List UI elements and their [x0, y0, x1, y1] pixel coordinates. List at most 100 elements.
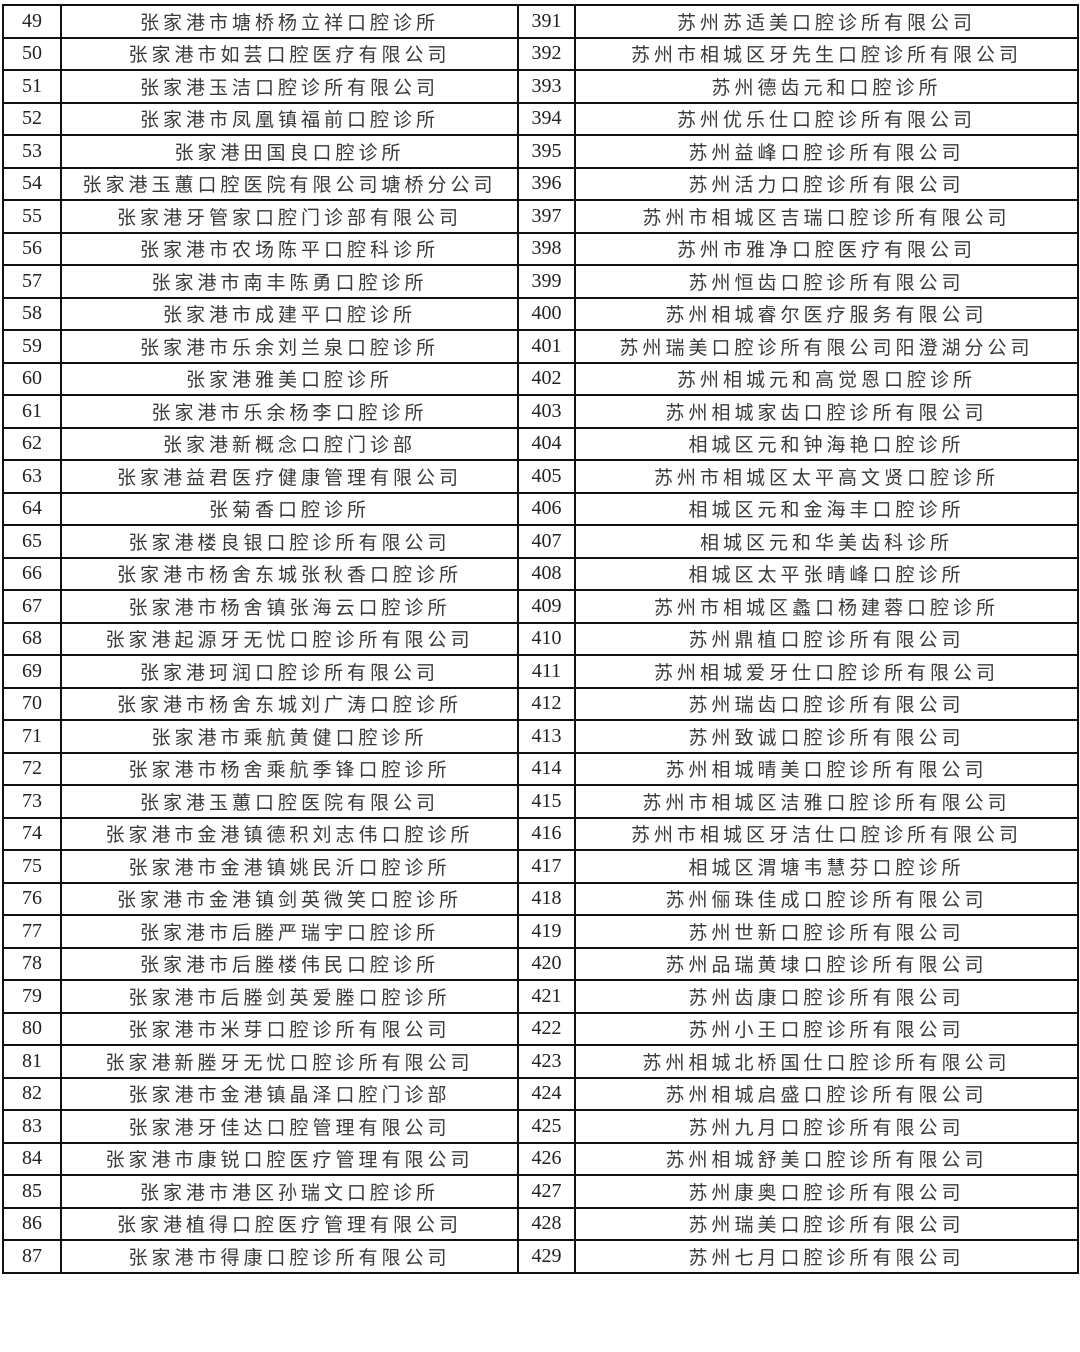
right-index-cell: 423	[517, 1044, 576, 1079]
right-name-cell: 苏州相城北桥国仕口腔诊所有限公司	[574, 1044, 1079, 1079]
left-index-cell: 81	[2, 1044, 62, 1079]
table-row: 52 张家港市凤凰镇福前口腔诊所 394 苏州优乐仕口腔诊所有限公司	[2, 101, 1079, 136]
left-index-cell: 71	[2, 719, 62, 754]
right-name-cell: 苏州相城晴美口腔诊所有限公司	[574, 751, 1079, 786]
right-index-cell: 399	[517, 264, 576, 299]
right-name-cell: 苏州市相城区洁雅口腔诊所有限公司	[574, 784, 1079, 819]
left-index-cell: 63	[2, 459, 62, 494]
left-name-cell: 张家港雅美口腔诊所	[60, 361, 519, 396]
table-row: 82 张家港市金港镇晶泽口腔门诊部 424 苏州相城启盛口腔诊所有限公司	[2, 1076, 1079, 1111]
table-row: 87 张家港市得康口腔诊所有限公司 429 苏州七月口腔诊所有限公司	[2, 1239, 1079, 1274]
left-name-cell: 张家港市成建平口腔诊所	[60, 296, 519, 331]
right-index-cell: 420	[517, 946, 576, 981]
left-index-cell: 66	[2, 556, 62, 591]
table-row: 64 张菊香口腔诊所 406 相城区元和金海丰口腔诊所	[2, 491, 1079, 526]
left-index-cell: 78	[2, 946, 62, 981]
table-row: 76 张家港市金港镇剑英微笑口腔诊所 418 苏州俪珠佳成口腔诊所有限公司	[2, 881, 1079, 916]
table-row: 72 张家港市杨舍乘航季锋口腔诊所 414 苏州相城晴美口腔诊所有限公司	[2, 751, 1079, 786]
left-name-cell: 张家港市南丰陈勇口腔诊所	[60, 264, 519, 299]
right-index-cell: 428	[517, 1206, 576, 1241]
left-index-cell: 64	[2, 491, 62, 526]
right-index-cell: 391	[517, 4, 576, 39]
left-index-cell: 51	[2, 69, 62, 104]
right-name-cell: 苏州恒齿口腔诊所有限公司	[574, 264, 1079, 299]
table-row: 63 张家港益君医疗健康管理有限公司 405 苏州市相城区太平高文贤口腔诊所	[2, 459, 1079, 494]
left-name-cell: 张家港植得口腔医疗管理有限公司	[60, 1206, 519, 1241]
right-name-cell: 苏州齿康口腔诊所有限公司	[574, 979, 1079, 1014]
left-name-cell: 张家港楼良银口腔诊所有限公司	[60, 524, 519, 559]
right-index-cell: 402	[517, 361, 576, 396]
right-index-cell: 412	[517, 686, 576, 721]
left-index-cell: 77	[2, 914, 62, 949]
left-index-cell: 85	[2, 1174, 62, 1209]
right-index-cell: 418	[517, 881, 576, 916]
left-name-cell: 张家港市杨舍镇张海云口腔诊所	[60, 589, 519, 624]
left-name-cell: 张家港市港区孙瑞文口腔诊所	[60, 1174, 519, 1209]
right-name-cell: 苏州瑞齿口腔诊所有限公司	[574, 686, 1079, 721]
right-index-cell: 394	[517, 101, 576, 136]
right-name-cell: 苏州优乐仕口腔诊所有限公司	[574, 101, 1079, 136]
left-index-cell: 60	[2, 361, 62, 396]
right-index-cell: 421	[517, 979, 576, 1014]
right-index-cell: 393	[517, 69, 576, 104]
table-row: 53 张家港田国良口腔诊所 395 苏州益峰口腔诊所有限公司	[2, 134, 1079, 169]
table-row: 83 张家港牙佳达口腔管理有限公司 425 苏州九月口腔诊所有限公司	[2, 1109, 1079, 1144]
left-name-cell: 张家港牙管家口腔门诊部有限公司	[60, 199, 519, 234]
right-index-cell: 400	[517, 296, 576, 331]
right-name-cell: 相城区元和钟海艳口腔诊所	[574, 426, 1079, 461]
left-name-cell: 张家港市农场陈平口腔科诊所	[60, 231, 519, 266]
right-index-cell: 429	[517, 1239, 576, 1274]
right-index-cell: 395	[517, 134, 576, 169]
left-name-cell: 张家港玉蕙口腔医院有限公司塘桥分公司	[60, 166, 519, 201]
left-name-cell: 张家港市凤凰镇福前口腔诊所	[60, 101, 519, 136]
right-name-cell: 苏州相城启盛口腔诊所有限公司	[574, 1076, 1079, 1111]
clinic-list-table: 49 张家港市塘桥杨立祥口腔诊所 391 苏州苏适美口腔诊所有限公司 50 张家港市如芸口…	[2, 4, 1079, 1274]
left-index-cell: 52	[2, 101, 62, 136]
right-name-cell: 相城区渭塘韦慧芬口腔诊所	[574, 849, 1079, 884]
right-name-cell: 苏州市雅净口腔医疗有限公司	[574, 231, 1079, 266]
table-row: 58 张家港市成建平口腔诊所 400 苏州相城睿尔医疗服务有限公司	[2, 296, 1079, 331]
left-name-cell: 张家港起源牙无忧口腔诊所有限公司	[60, 621, 519, 656]
table-row: 56 张家港市农场陈平口腔科诊所 398 苏州市雅净口腔医疗有限公司	[2, 231, 1079, 266]
left-index-cell: 76	[2, 881, 62, 916]
table-row: 50 张家港市如芸口腔医疗有限公司 392 苏州市相城区牙先生口腔诊所有限公司	[2, 36, 1079, 71]
table-row: 74 张家港市金港镇德积刘志伟口腔诊所 416 苏州市相城区牙洁仕口腔诊所有限公司	[2, 816, 1079, 851]
table-row: 84 张家港市康锐口腔医疗管理有限公司 426 苏州相城舒美口腔诊所有限公司	[2, 1141, 1079, 1176]
left-name-cell: 张家港市康锐口腔医疗管理有限公司	[60, 1141, 519, 1176]
right-index-cell: 414	[517, 751, 576, 786]
right-name-cell: 苏州鼎植口腔诊所有限公司	[574, 621, 1079, 656]
table-row: 85 张家港市港区孙瑞文口腔诊所 427 苏州康奥口腔诊所有限公司	[2, 1174, 1079, 1209]
table-row: 77 张家港市后塍严瑞宇口腔诊所 419 苏州世新口腔诊所有限公司	[2, 914, 1079, 949]
right-index-cell: 403	[517, 394, 576, 429]
right-name-cell: 苏州小王口腔诊所有限公司	[574, 1011, 1079, 1046]
left-name-cell: 张家港田国良口腔诊所	[60, 134, 519, 169]
right-index-cell: 398	[517, 231, 576, 266]
table-body: 49 张家港市塘桥杨立祥口腔诊所 391 苏州苏适美口腔诊所有限公司 50 张家港市如芸口…	[2, 4, 1079, 1274]
left-index-cell: 62	[2, 426, 62, 461]
table-row: 71 张家港市乘航黄健口腔诊所 413 苏州致诚口腔诊所有限公司	[2, 719, 1079, 754]
left-index-cell: 75	[2, 849, 62, 884]
table-row: 55 张家港牙管家口腔门诊部有限公司 397 苏州市相城区吉瑞口腔诊所有限公司	[2, 199, 1079, 234]
right-index-cell: 419	[517, 914, 576, 949]
left-index-cell: 74	[2, 816, 62, 851]
table-row: 61 张家港市乐余杨李口腔诊所 403 苏州相城家齿口腔诊所有限公司	[2, 394, 1079, 429]
left-index-cell: 56	[2, 231, 62, 266]
left-index-cell: 69	[2, 654, 62, 689]
table-row: 80 张家港市米芽口腔诊所有限公司 422 苏州小王口腔诊所有限公司	[2, 1011, 1079, 1046]
table-row: 59 张家港市乐余刘兰泉口腔诊所 401 苏州瑞美口腔诊所有限公司阳澄湖分公司	[2, 329, 1079, 364]
right-index-cell: 406	[517, 491, 576, 526]
left-name-cell: 张家港玉洁口腔诊所有限公司	[60, 69, 519, 104]
table-row: 49 张家港市塘桥杨立祥口腔诊所 391 苏州苏适美口腔诊所有限公司	[2, 4, 1079, 39]
table-row: 66 张家港市杨舍东城张秋香口腔诊所 408 相城区太平张晴峰口腔诊所	[2, 556, 1079, 591]
right-name-cell: 苏州活力口腔诊所有限公司	[574, 166, 1079, 201]
right-index-cell: 409	[517, 589, 576, 624]
left-name-cell: 张家港新塍牙无忧口腔诊所有限公司	[60, 1044, 519, 1079]
right-name-cell: 苏州世新口腔诊所有限公司	[574, 914, 1079, 949]
table-row: 73 张家港玉蕙口腔医院有限公司 415 苏州市相城区洁雅口腔诊所有限公司	[2, 784, 1079, 819]
right-name-cell: 苏州俪珠佳成口腔诊所有限公司	[574, 881, 1079, 916]
right-name-cell: 苏州七月口腔诊所有限公司	[574, 1239, 1079, 1274]
right-name-cell: 苏州相城爱牙仕口腔诊所有限公司	[574, 654, 1079, 689]
left-index-cell: 82	[2, 1076, 62, 1111]
table-row: 67 张家港市杨舍镇张海云口腔诊所 409 苏州市相城区蠡口杨建蓉口腔诊所	[2, 589, 1079, 624]
right-name-cell: 苏州市相城区蠡口杨建蓉口腔诊所	[574, 589, 1079, 624]
